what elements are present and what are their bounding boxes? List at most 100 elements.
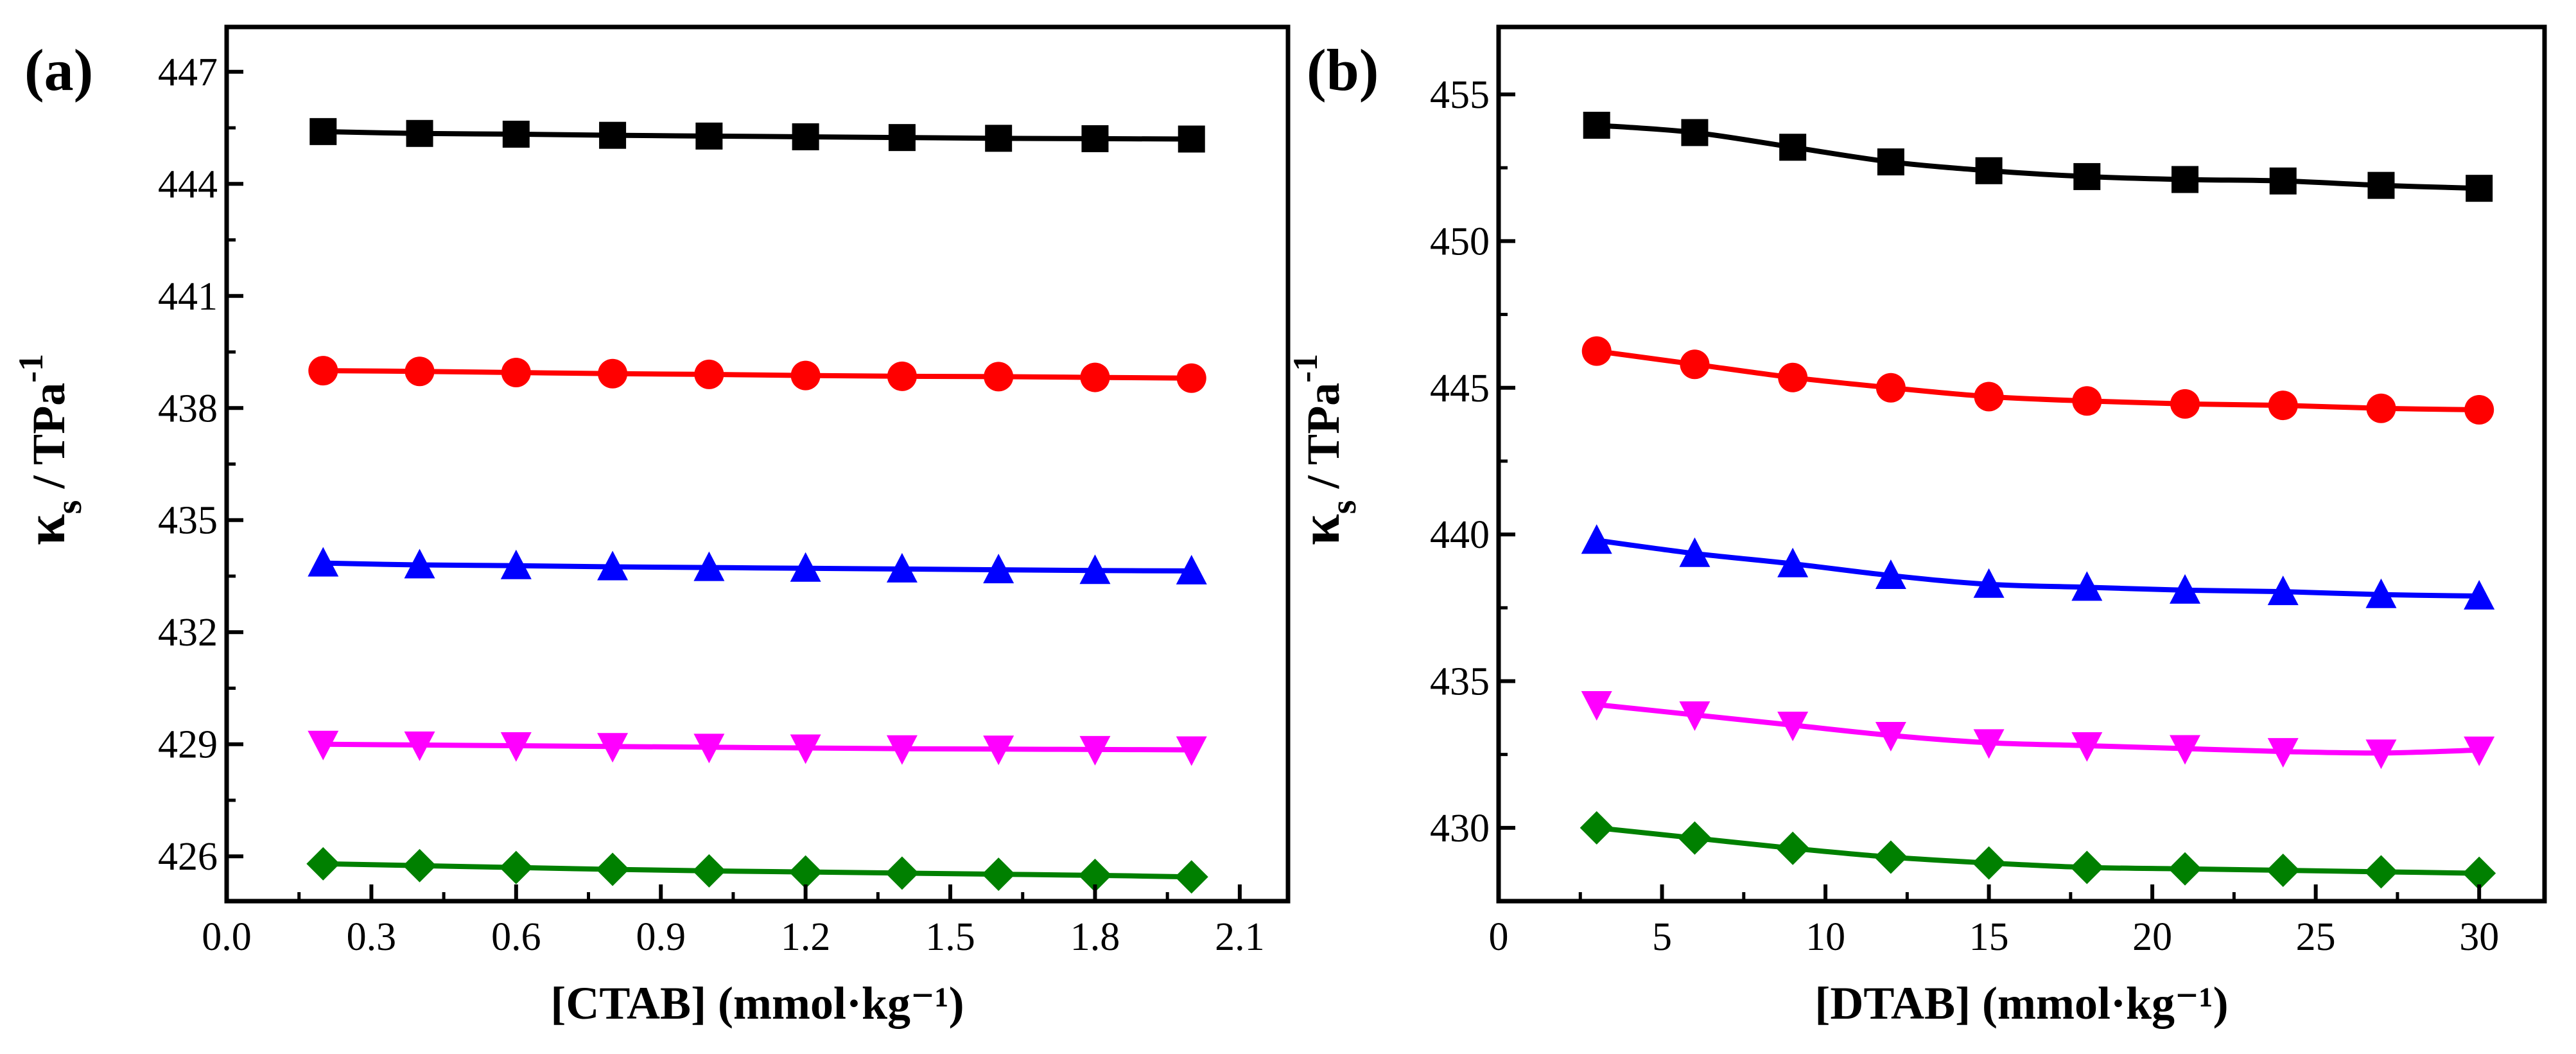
y-tick-label: 426 [158, 835, 218, 879]
x-tick-label: 25 [2296, 915, 2336, 959]
x-axis-title: [CTAB] (mmol·kg⁻¹) [550, 978, 964, 1029]
data-point-blue [2267, 575, 2299, 606]
data-point-red [1974, 382, 2004, 412]
data-point-red [2464, 395, 2494, 425]
data-point-blue [1176, 554, 1207, 584]
data-point-black [1081, 125, 1109, 152]
series-line-blue [1594, 538, 2482, 599]
data-point-green [982, 857, 1016, 892]
data-point-red [1176, 363, 1206, 393]
x-tick-label: 1.8 [1070, 915, 1120, 959]
data-point-black [406, 119, 433, 147]
y-tick-label: 429 [158, 723, 218, 767]
series-line-red [320, 368, 1194, 381]
data-point-green [1874, 840, 1908, 874]
data-point-green [596, 852, 630, 886]
chart-panel-b: 0 5 10 15 20 25 30 430 435 440 445 450 455 (b) [DTAB] … [1286, 24, 2547, 1029]
data-point-green [403, 848, 437, 883]
series-line-magenta [320, 741, 1194, 753]
y-tick-label: 435 [158, 499, 218, 543]
x-tick-label: 0.6 [491, 915, 541, 959]
panel-label: (b) [1307, 37, 1379, 103]
data-point-magenta [1679, 701, 1710, 731]
x-tick-label: 2.1 [1215, 915, 1265, 959]
data-point-magenta [1176, 736, 1207, 766]
data-point-magenta [983, 735, 1014, 766]
data-point-blue [2464, 580, 2495, 610]
y-tick-label: 440 [1430, 513, 1490, 557]
data-point-red [694, 359, 724, 389]
data-point-blue [500, 549, 532, 579]
data-point-red [887, 361, 917, 391]
data-point-blue [308, 547, 339, 577]
data-point-red [790, 360, 821, 391]
data-point-magenta [790, 734, 821, 764]
data-point-blue [404, 549, 435, 579]
data-point-black [2367, 171, 2395, 199]
series-line-green [320, 861, 1194, 880]
data-point-magenta [886, 735, 918, 765]
plot-frame [224, 24, 1291, 904]
data-point-green [1078, 858, 1112, 892]
data-point-blue [983, 554, 1014, 584]
data-point-black [1681, 119, 1709, 146]
data-point-magenta [693, 733, 725, 764]
series-line-black [320, 128, 1194, 142]
y-tick-label: 444 [158, 162, 218, 206]
y-axis-title-subscript: s [49, 500, 89, 514]
data-point-green [885, 856, 919, 890]
data-point-black [1779, 134, 1807, 161]
y-axis-title-unit: / TPa [1298, 383, 1349, 500]
data-point-black [695, 122, 723, 150]
data-point-red [308, 356, 338, 386]
data-point-blue [2071, 571, 2103, 601]
data-point-green [1776, 831, 1810, 865]
data-point-blue [2365, 578, 2397, 608]
data-point-magenta [2365, 739, 2397, 769]
data-point-blue [790, 552, 821, 582]
data-point-blue [1973, 568, 2005, 598]
series-line-blue [320, 560, 1194, 574]
data-point-green [2266, 854, 2300, 888]
data-point-red [2268, 391, 2298, 421]
data-point-black [599, 121, 627, 149]
y-tick-label: 430 [1430, 807, 1490, 850]
x-tick-label: 1.5 [925, 915, 975, 959]
data-point-green [1972, 846, 2006, 880]
data-point-magenta [2071, 732, 2103, 762]
data-point-magenta [597, 733, 629, 763]
data-point-blue [597, 550, 629, 581]
data-point-black [1877, 148, 1904, 176]
data-point-green [2070, 850, 2104, 884]
data-point-blue [1875, 559, 1906, 590]
data-point-black [1975, 157, 2003, 184]
data-point-red [1680, 349, 1710, 380]
y-tick-label: 432 [158, 611, 218, 654]
data-point-red [598, 358, 628, 389]
x-tick-label: 20 [2132, 915, 2172, 959]
data-point-magenta [1079, 735, 1111, 766]
data-point-black [502, 120, 530, 148]
data-point-magenta [308, 730, 339, 760]
data-point-green [1678, 821, 1712, 855]
data-point-black [2171, 166, 2199, 193]
data-point-magenta [1973, 729, 2005, 759]
y-tick-label: 435 [1430, 660, 1490, 703]
y-axis-title-superscript: -1 [1286, 354, 1325, 383]
y-axis-title-symbol: κ [15, 514, 77, 545]
data-point-magenta [2464, 736, 2495, 766]
data-point-green [788, 855, 822, 889]
data-point-magenta [404, 731, 435, 761]
data-point-red [2170, 389, 2200, 419]
data-point-blue [1679, 537, 1710, 567]
y-tick-label: 445 [1430, 367, 1490, 410]
panel-label: (a) [24, 37, 93, 103]
data-point-magenta [1777, 711, 1809, 741]
data-point-blue [2170, 574, 2201, 604]
series-line-black [1594, 122, 2482, 191]
data-point-black [309, 118, 337, 145]
data-point-red [1875, 373, 1906, 403]
data-point-green [499, 850, 533, 884]
data-point-black [888, 124, 916, 152]
